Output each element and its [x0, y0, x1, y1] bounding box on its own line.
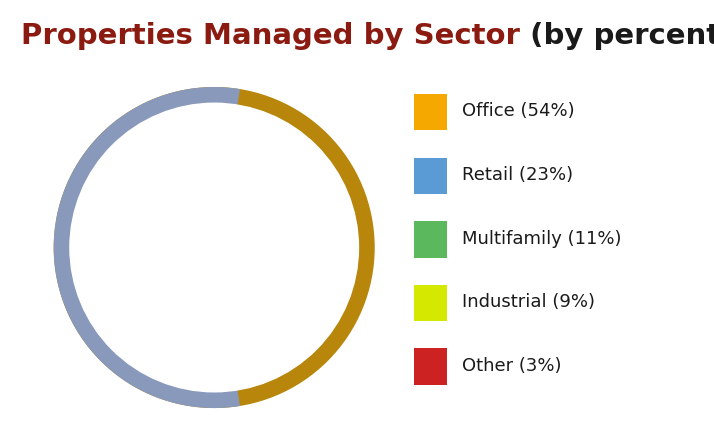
- Circle shape: [54, 88, 374, 408]
- FancyBboxPatch shape: [414, 221, 447, 258]
- Text: Properties Managed by Sector: Properties Managed by Sector: [21, 22, 521, 50]
- Text: Retail (23%): Retail (23%): [462, 166, 573, 184]
- Wedge shape: [214, 109, 311, 248]
- Wedge shape: [73, 106, 249, 389]
- Text: (by percent): (by percent): [521, 22, 714, 50]
- Circle shape: [70, 103, 358, 392]
- Wedge shape: [214, 106, 241, 248]
- FancyBboxPatch shape: [414, 348, 447, 385]
- Text: Other (3%): Other (3%): [462, 357, 562, 375]
- Wedge shape: [214, 230, 356, 385]
- Text: Industrial (9%): Industrial (9%): [462, 293, 595, 311]
- Text: Office (54%): Office (54%): [462, 103, 575, 120]
- Polygon shape: [54, 88, 239, 408]
- Text: Multifamily (11%): Multifamily (11%): [462, 230, 622, 248]
- FancyBboxPatch shape: [414, 94, 447, 130]
- Wedge shape: [214, 145, 355, 248]
- FancyBboxPatch shape: [414, 157, 447, 194]
- FancyBboxPatch shape: [414, 285, 447, 321]
